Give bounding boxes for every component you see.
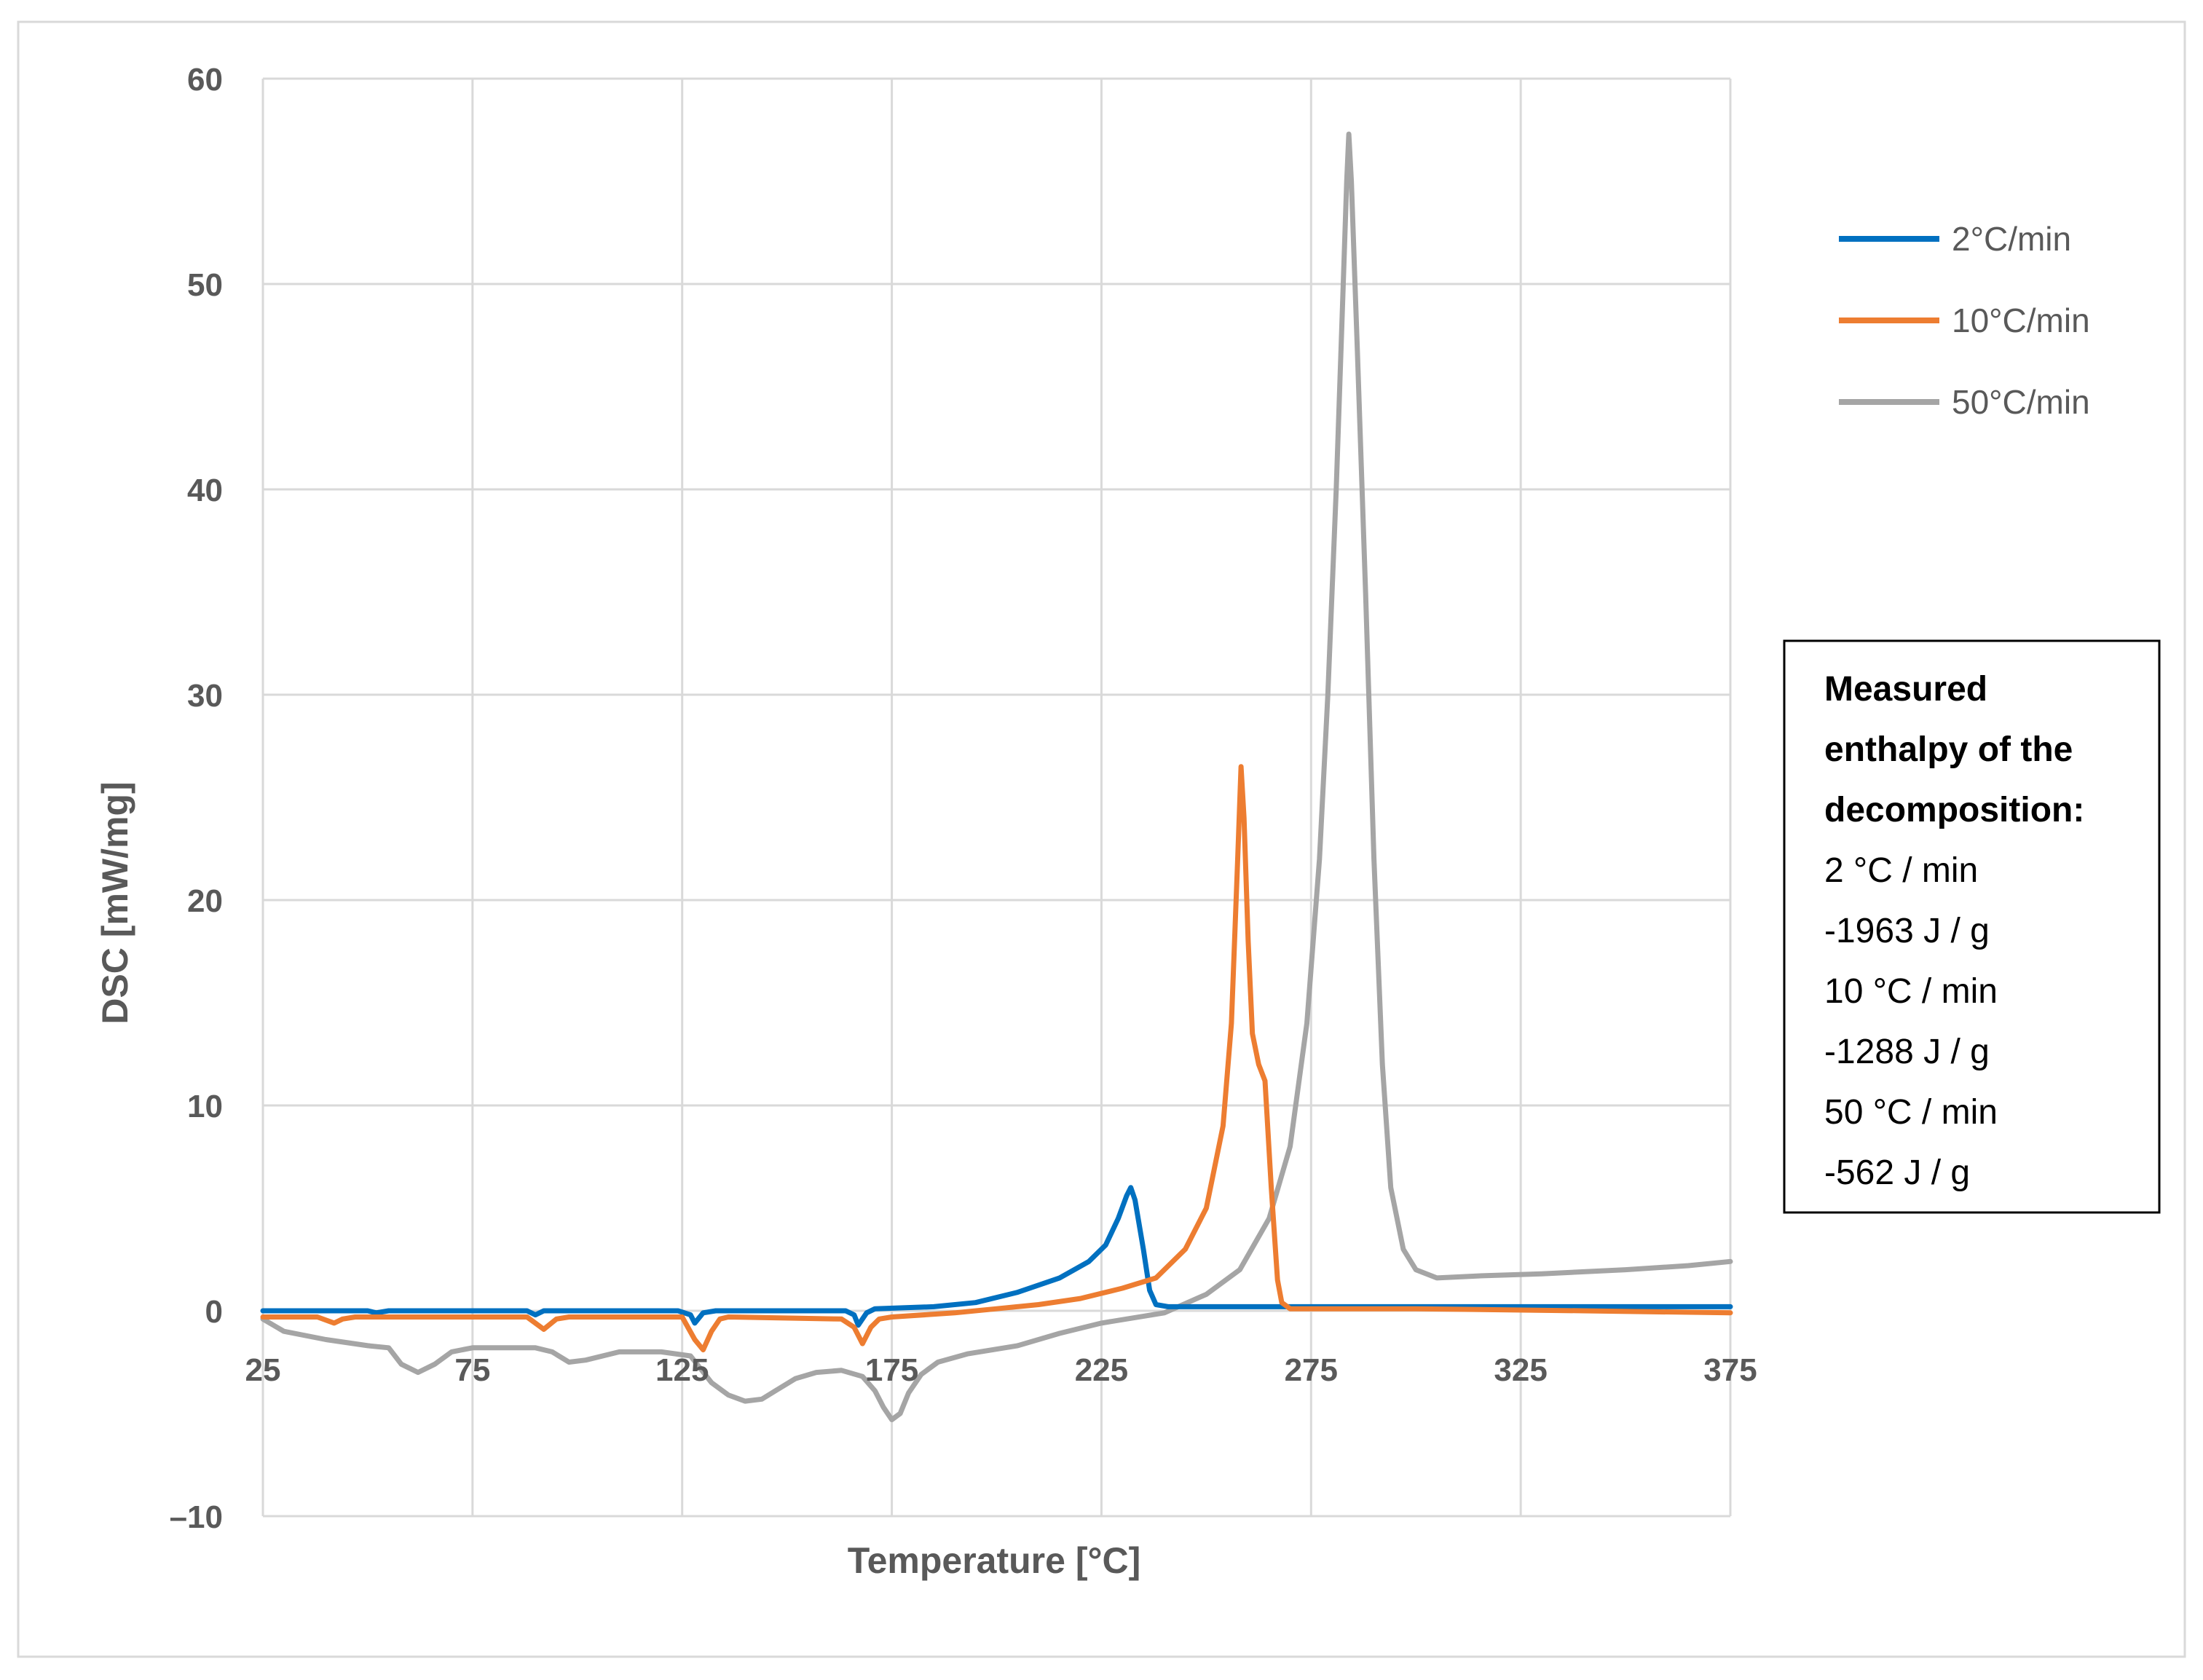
annotation-line: 2 °C / min (1824, 851, 1978, 890)
y-tick-label: 60 (187, 62, 223, 98)
annotation-line: -1963 J / g (1824, 912, 1990, 950)
x-tick-label: 25 (245, 1352, 281, 1388)
x-axis-title: Temperature [°C] (848, 1540, 1140, 1581)
x-tick-label: 275 (1285, 1352, 1338, 1388)
series-lines (260, 131, 1733, 1422)
y-tick-label: 20 (187, 883, 223, 919)
y-tick-label: 10 (187, 1089, 223, 1124)
y-tick-label: 50 (187, 267, 223, 303)
y-tick-label: 0 (205, 1294, 223, 1330)
y-tick-label: 30 (187, 678, 223, 714)
series-line-2 (260, 131, 1733, 1422)
y-axis-title: DSC [mW/mg] (95, 781, 135, 1024)
y-tick-label: 40 (187, 473, 223, 508)
legend-label: 2°C/min (1952, 220, 2071, 258)
annotation-line: decomposition: (1824, 791, 2084, 829)
x-tick-label: 325 (1494, 1352, 1547, 1388)
x-tick-label: 225 (1075, 1352, 1128, 1388)
enthalpy-annotation-box: Measured enthalpy of the decomposition: 2 °… (1783, 639, 2161, 1214)
annotation-box-frame (1783, 639, 2161, 1214)
annotation-line: -1288 J / g (1824, 1033, 1990, 1071)
annotation-lines: Measured enthalpy of the decomposition: 2 °… (1824, 670, 2084, 1192)
annotation-line: Measured (1824, 670, 1987, 709)
x-tick-label: 75 (454, 1352, 490, 1388)
x-tick-label: 375 (1703, 1352, 1757, 1388)
annotation-line: 50 °C / min (1824, 1093, 1998, 1132)
legend: 2°C/min 10°C/min 50°C/min (1839, 220, 2090, 421)
y-tick-label: –10 (170, 1499, 223, 1535)
series-line-0 (260, 1185, 1733, 1328)
x-tick-label: 175 (865, 1352, 918, 1388)
annotation-line: -562 J / g (1824, 1153, 1970, 1192)
annotation-line: enthalpy of the (1824, 730, 2073, 769)
series-line-1 (260, 764, 1733, 1353)
tick-labels: 25 75 125 175 225 275 325 375 –10 0 10 20 30 40 50 60 (170, 62, 1757, 1535)
legend-label: 50°C/min (1952, 383, 2090, 421)
legend-label: 10°C/min (1952, 301, 2090, 339)
x-tick-label: 125 (655, 1352, 709, 1388)
annotation-line: 10 °C / min (1824, 972, 1998, 1011)
